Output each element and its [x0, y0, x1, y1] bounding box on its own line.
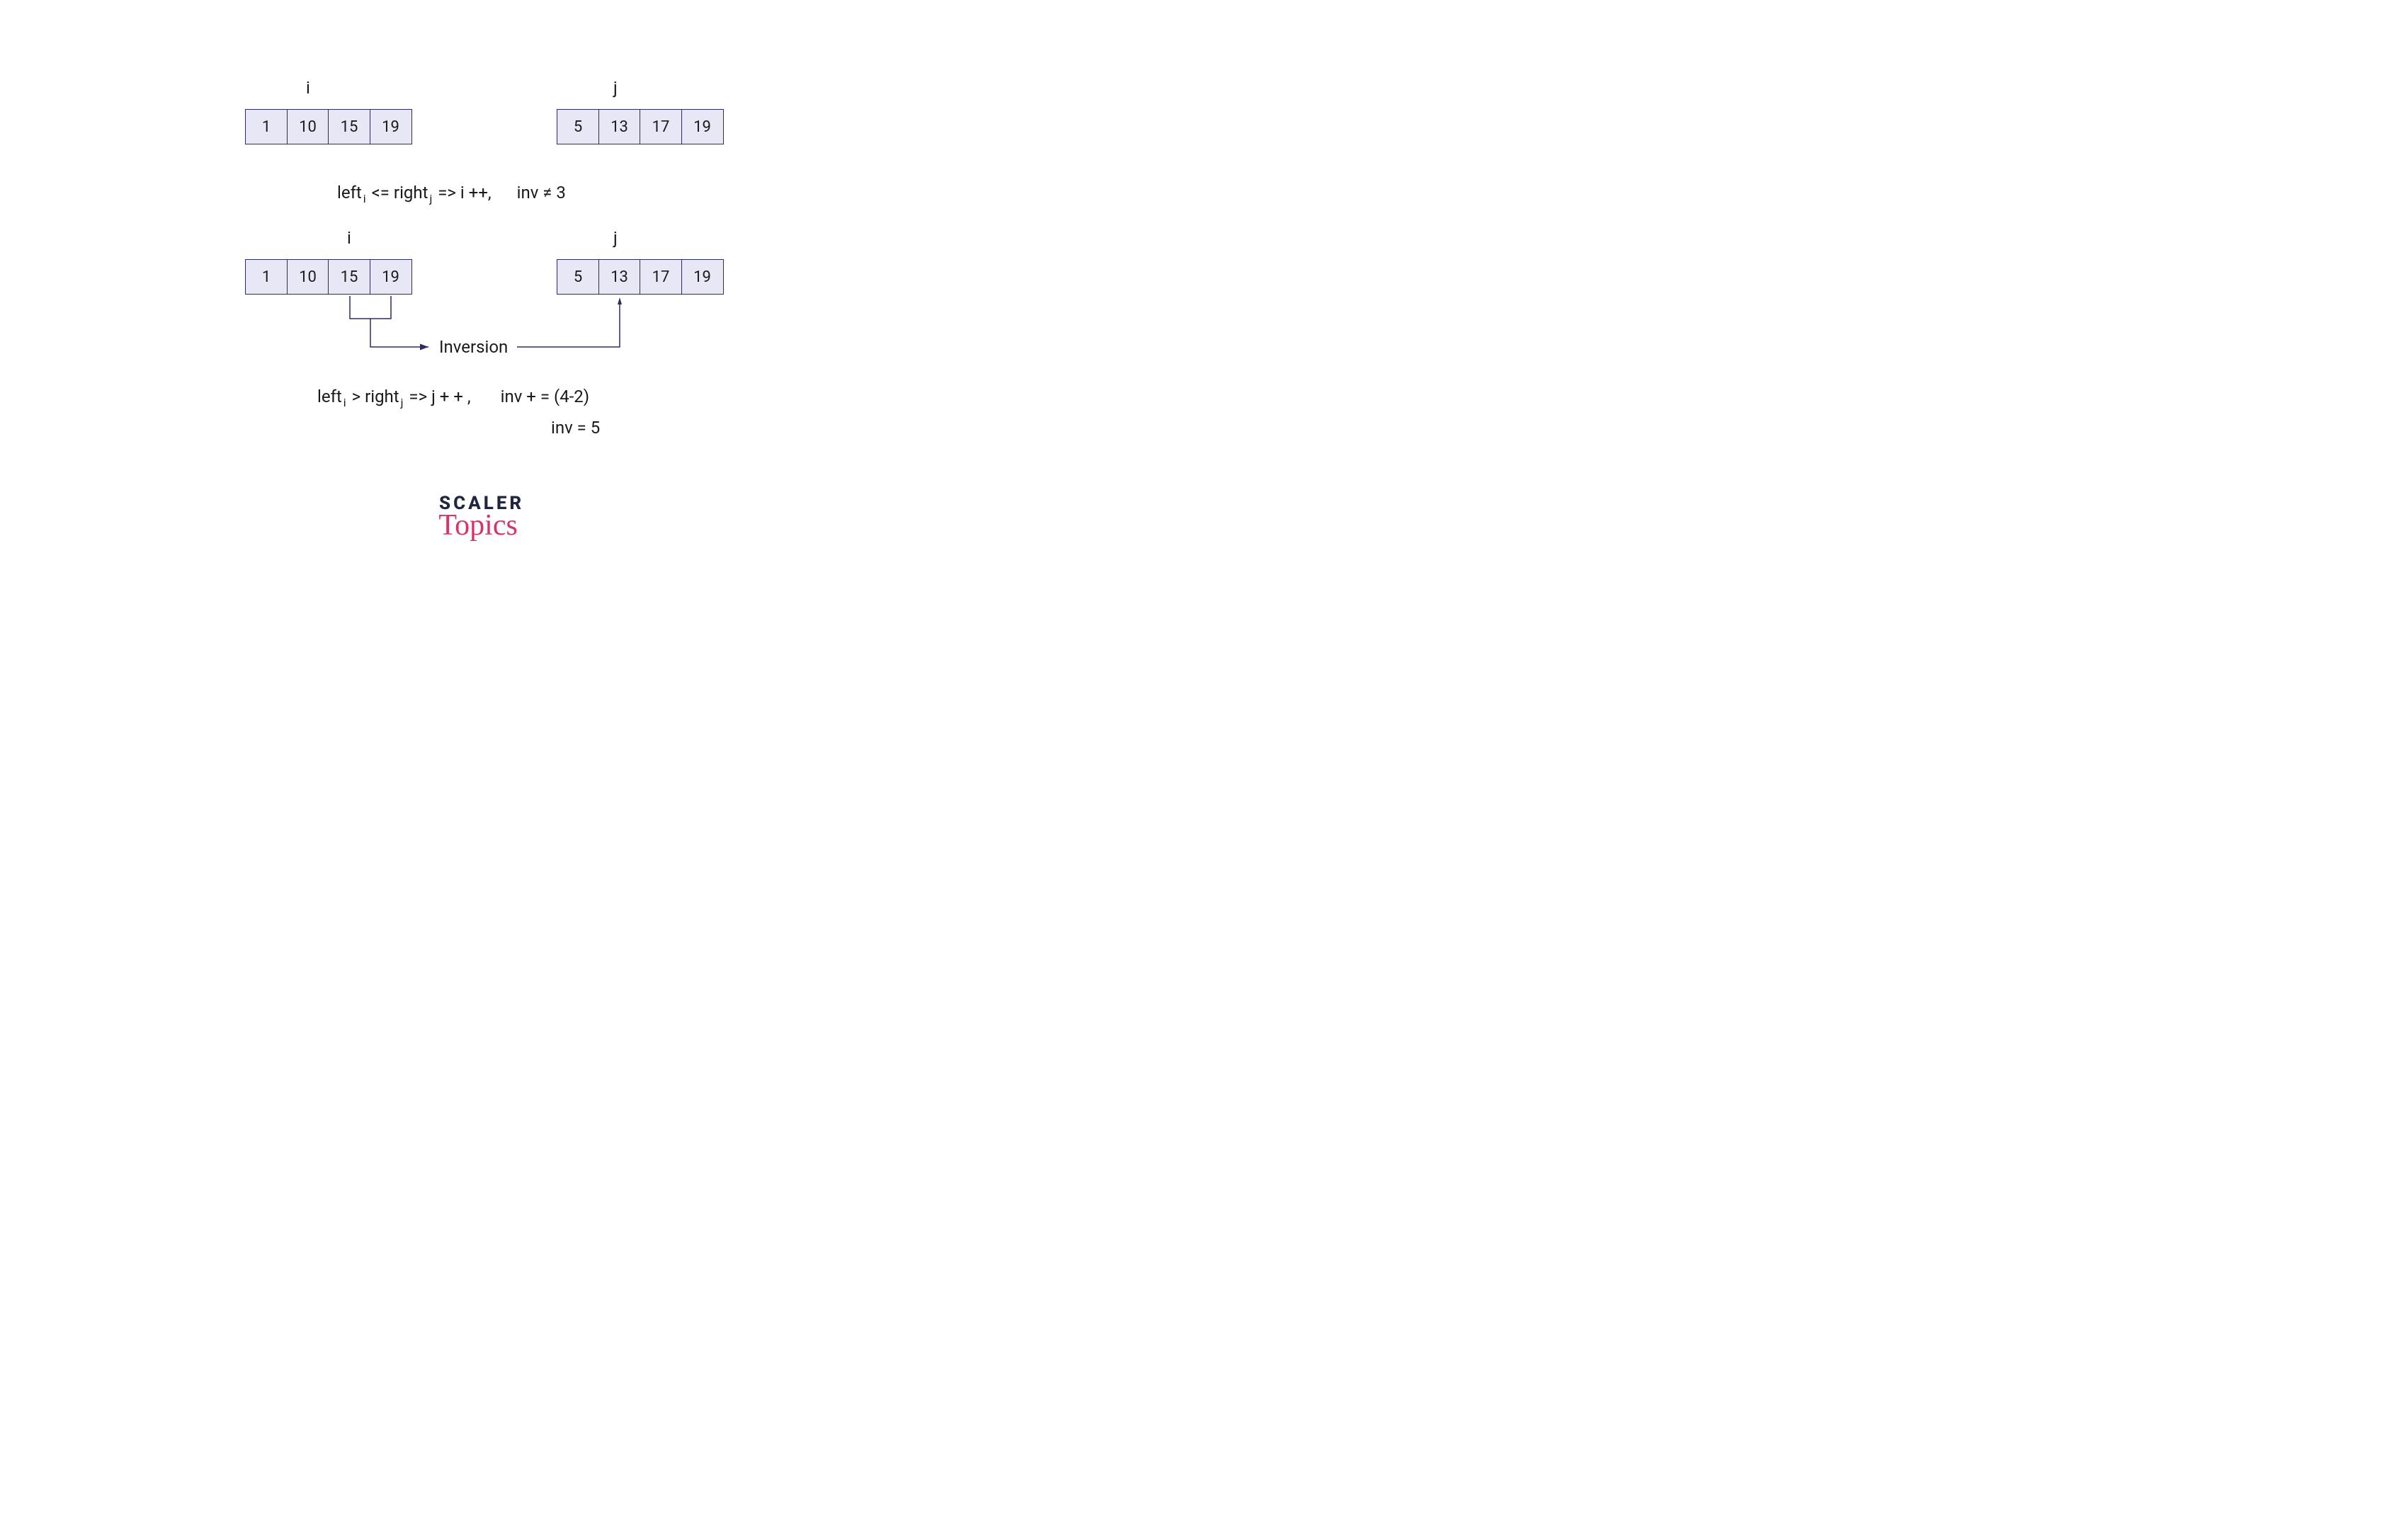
eq-inv: inv ≠ 3: [517, 183, 566, 203]
step1-left-array: 1 10 15 19: [245, 109, 412, 144]
cell: 19: [681, 109, 724, 144]
cell: 5: [557, 109, 599, 144]
cell: 10: [287, 259, 329, 295]
eq-inv2: inv = 5: [551, 418, 600, 438]
step1-right-array: 5 13 17 19: [557, 109, 724, 144]
eq-sub-i: i: [363, 192, 366, 205]
eq-left: left: [317, 387, 342, 406]
cell: 15: [328, 109, 370, 144]
cell: 17: [640, 259, 682, 295]
eq-result: => j + + ,: [404, 387, 470, 406]
logo-sub: Topics: [432, 508, 524, 542]
step1-j-label: j: [613, 78, 618, 98]
eq-sub-i: i: [343, 396, 346, 409]
eq-sub-j: j: [429, 192, 432, 205]
step2-j-label: j: [613, 228, 618, 248]
cell: 10: [287, 109, 329, 144]
cell: 13: [598, 109, 641, 144]
eq-op: <= right: [368, 183, 428, 203]
inversion-label: Inversion: [439, 337, 508, 357]
eq-inv: inv + = (4-2): [501, 387, 590, 406]
cell: 5: [557, 259, 599, 295]
cell: 19: [370, 259, 412, 295]
cell: 13: [598, 259, 641, 295]
step2-i-label: i: [347, 228, 351, 248]
cell: 1: [245, 259, 288, 295]
scaler-logo: SCALER Topics: [439, 493, 524, 542]
eq-result: => i ++,: [433, 183, 491, 203]
step1-equation: lefti <= rightj => i ++, inv ≠ 3: [337, 183, 566, 205]
cell: 17: [640, 109, 682, 144]
step2-equation: lefti > rightj => j + + , inv + = (4-2): [317, 387, 589, 409]
step2-equation-2: inv = 5: [551, 418, 600, 438]
eq-sub-j: j: [401, 396, 404, 409]
cell: 15: [328, 259, 370, 295]
step2-left-array: 1 10 15 19: [245, 259, 412, 295]
cell: 19: [370, 109, 412, 144]
eq-left: left: [337, 183, 362, 203]
cell: 19: [681, 259, 724, 295]
step1-i-label: i: [306, 78, 310, 98]
diagram-canvas: i j 1 10 15 19 5 13 17 19 lefti <= right…: [0, 0, 963, 611]
eq-op: > right: [348, 387, 399, 406]
cell: 1: [245, 109, 288, 144]
step2-right-array: 5 13 17 19: [557, 259, 724, 295]
